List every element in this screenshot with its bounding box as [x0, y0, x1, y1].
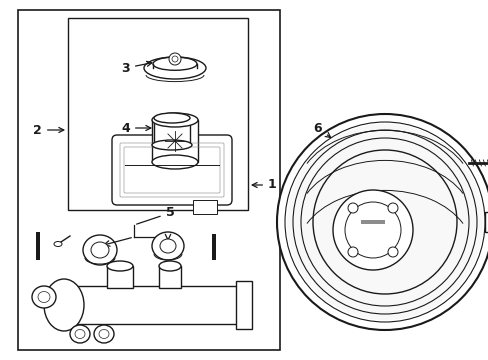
Text: 2: 2 — [33, 123, 64, 136]
Ellipse shape — [38, 292, 50, 302]
Circle shape — [276, 114, 488, 330]
Bar — [152, 120, 198, 162]
Bar — [60, 286, 249, 324]
Circle shape — [332, 190, 412, 270]
Bar — [18, 10, 280, 350]
Ellipse shape — [152, 113, 198, 127]
FancyBboxPatch shape — [112, 135, 231, 205]
Ellipse shape — [44, 279, 84, 331]
Bar — [236, 281, 251, 329]
Bar — [107, 266, 133, 288]
Ellipse shape — [99, 329, 109, 338]
Ellipse shape — [154, 113, 190, 123]
Text: 1: 1 — [252, 179, 276, 192]
Text: 3: 3 — [121, 61, 152, 75]
Text: 5: 5 — [136, 207, 174, 224]
Bar — [159, 266, 181, 288]
Ellipse shape — [152, 232, 183, 260]
Ellipse shape — [160, 239, 176, 253]
Ellipse shape — [143, 57, 205, 79]
Circle shape — [347, 247, 357, 257]
Text: 4: 4 — [121, 122, 150, 135]
Circle shape — [347, 203, 357, 213]
Bar — [484, 212, 488, 232]
Circle shape — [345, 202, 400, 258]
Ellipse shape — [94, 325, 114, 343]
Bar — [212, 234, 216, 260]
Bar — [193, 200, 217, 214]
Ellipse shape — [75, 329, 85, 338]
Ellipse shape — [83, 235, 117, 265]
Ellipse shape — [152, 140, 192, 150]
Circle shape — [387, 203, 397, 213]
Ellipse shape — [32, 286, 56, 308]
Circle shape — [172, 56, 178, 62]
Bar — [154, 118, 190, 145]
Circle shape — [387, 247, 397, 257]
Bar — [36, 232, 40, 260]
Text: 6: 6 — [313, 122, 330, 138]
Bar — [68, 18, 247, 210]
Ellipse shape — [54, 242, 62, 247]
Ellipse shape — [107, 261, 133, 271]
Ellipse shape — [152, 155, 198, 169]
Ellipse shape — [159, 261, 181, 271]
Ellipse shape — [70, 325, 90, 343]
Circle shape — [169, 53, 181, 65]
Circle shape — [286, 124, 482, 320]
Ellipse shape — [91, 242, 109, 258]
Bar — [360, 220, 384, 224]
